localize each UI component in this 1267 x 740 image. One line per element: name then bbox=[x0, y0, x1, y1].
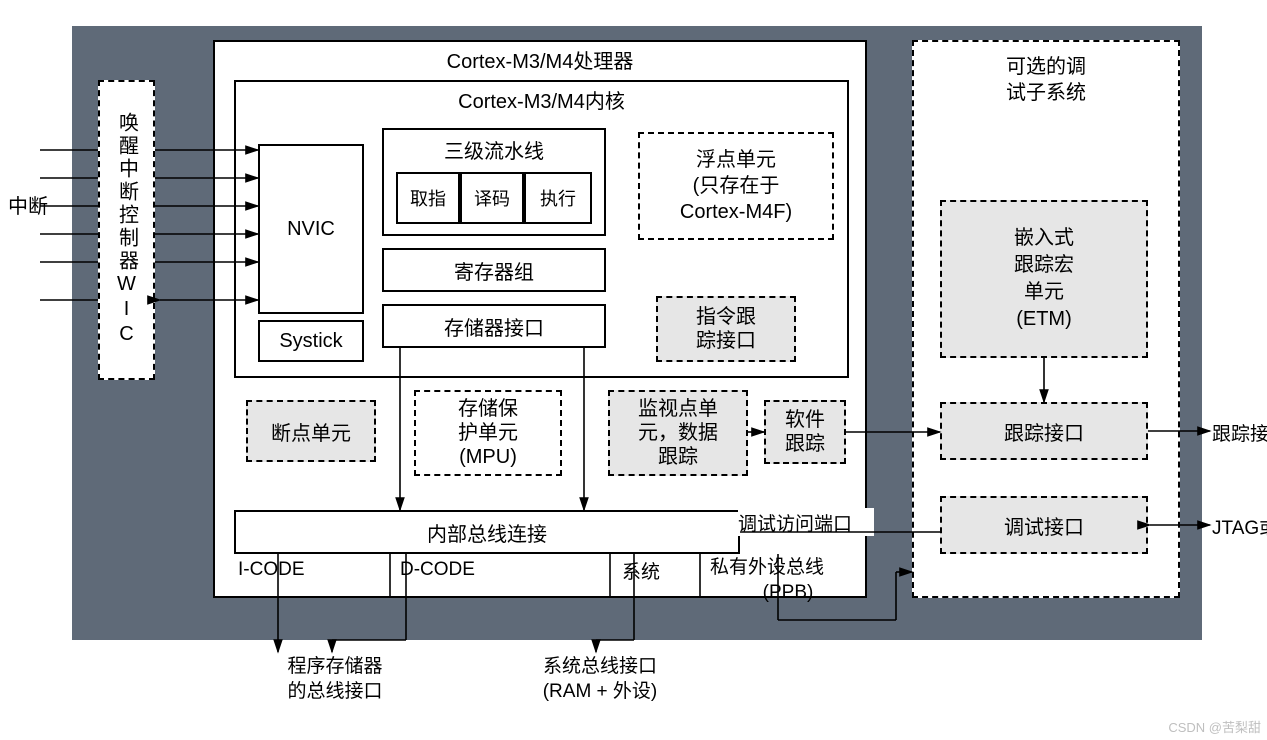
sysbus-l2: (RAM + 外设) bbox=[543, 680, 658, 705]
dbgsub-title: 可选的调 试子系统 bbox=[912, 50, 1180, 110]
itrace-l2: 踪接口 bbox=[696, 329, 756, 353]
system-label: 系统 bbox=[618, 556, 698, 584]
ppb-l1: 私有外设总线 bbox=[710, 556, 824, 581]
itrace-block: 指令跟 踪接口 bbox=[656, 296, 796, 362]
mpu-block: 存储保 护单元 (MPU) bbox=[414, 390, 562, 476]
mpu-l1: 存储保 bbox=[458, 397, 518, 421]
registers-block: 寄存器组 bbox=[382, 248, 606, 292]
dwt-l2: 元，数据 bbox=[638, 421, 718, 445]
busconn-block: 内部总线连接 bbox=[234, 510, 740, 554]
fpu-block: 浮点单元 (只存在于 Cortex-M4F) bbox=[638, 132, 834, 240]
fpu-l1: 浮点单元 bbox=[696, 147, 776, 173]
memif-block: 存储器接口 bbox=[382, 304, 606, 348]
label-interrupt-ext: 中断 bbox=[0, 190, 56, 218]
processor-title: Cortex-M3/M4处理器 bbox=[213, 44, 867, 74]
mpu-l2: 护单元 bbox=[458, 421, 518, 445]
core-title: Cortex-M3/M4内核 bbox=[234, 84, 849, 114]
etm-l3: 单元 bbox=[1024, 279, 1064, 306]
itrace-l1: 指令跟 bbox=[696, 305, 756, 329]
fetch-stage: 取指 bbox=[396, 172, 460, 224]
decode-stage: 译码 bbox=[460, 172, 524, 224]
bkpt-block: 断点单元 bbox=[246, 400, 376, 462]
dbgsub-l1: 可选的调 bbox=[1006, 54, 1086, 80]
dwt-block: 监视点单 元，数据 跟踪 bbox=[608, 390, 748, 476]
etm-l1: 嵌入式 bbox=[1014, 225, 1074, 252]
pipeline-title: 三级流水线 bbox=[382, 134, 606, 164]
etm-block: 嵌入式 跟踪宏 单元 (ETM) bbox=[940, 200, 1148, 358]
swtrace-l1: 软件 bbox=[785, 408, 825, 432]
traceif-block: 跟踪接口 bbox=[940, 402, 1148, 460]
etm-l2: 跟踪宏 bbox=[1014, 252, 1074, 279]
mpu-l3: (MPU) bbox=[459, 445, 517, 469]
nvic-block: NVIC bbox=[258, 144, 364, 314]
ppb-l2: (PPB) bbox=[763, 581, 814, 606]
progmem-label: 程序存储器 的总线接口 bbox=[270, 652, 400, 708]
dwt-l1: 监视点单 bbox=[638, 397, 718, 421]
wic-label: 唤醒中断控制器WIC bbox=[116, 112, 138, 348]
jtag-ext-label: JTAG或SWD bbox=[1212, 512, 1267, 540]
icode-label: I-CODE bbox=[234, 556, 354, 584]
systick-block: Systick bbox=[258, 320, 364, 362]
ppb-label: 私有外设总线 (PPB) bbox=[706, 556, 866, 610]
fpu-l2: (只存在于 bbox=[693, 173, 780, 199]
watermark: CSDN @苦梨甜 bbox=[1168, 717, 1261, 736]
execute-stage: 执行 bbox=[524, 172, 592, 224]
dwt-l3: 跟踪 bbox=[658, 445, 698, 469]
progmem-l1: 程序存储器 bbox=[287, 655, 382, 680]
dbg-access-label: 调试访问端口 bbox=[738, 508, 874, 536]
etm-l4: (ETM) bbox=[1016, 306, 1072, 333]
swtrace-block: 软件 跟踪 bbox=[764, 400, 846, 464]
wic-block: 唤醒中断控制器WIC bbox=[98, 80, 155, 380]
fpu-l3: Cortex-M4F) bbox=[680, 199, 792, 225]
dbgif-block: 调试接口 bbox=[940, 496, 1148, 554]
traceif-ext-label: 跟踪接口 bbox=[1212, 418, 1267, 446]
dbgsub-l2: 试子系统 bbox=[1006, 80, 1086, 106]
progmem-l2: 的总线接口 bbox=[287, 680, 382, 705]
sysbus-l1: 系统总线接口 bbox=[543, 655, 657, 680]
sysbus-label: 系统总线接口 (RAM + 外设) bbox=[520, 652, 680, 708]
dcode-label: D-CODE bbox=[396, 556, 516, 584]
swtrace-l2: 跟踪 bbox=[785, 432, 825, 456]
